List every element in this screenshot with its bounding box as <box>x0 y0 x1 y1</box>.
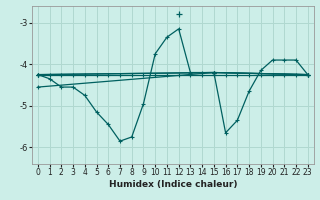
X-axis label: Humidex (Indice chaleur): Humidex (Indice chaleur) <box>108 180 237 189</box>
